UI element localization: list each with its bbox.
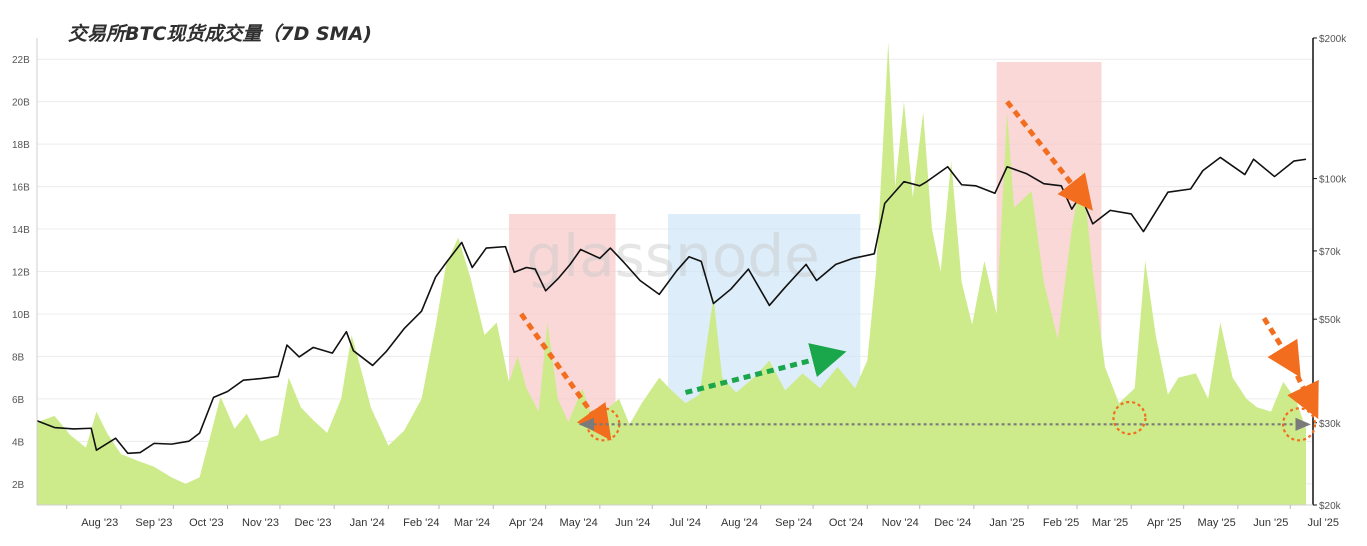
x-tick-label: Oct '23 xyxy=(189,517,224,529)
chart-title: 交易所BTC现货成交量（7D SMA) xyxy=(68,23,372,45)
x-axis-ticks: Aug '23 Sep '23 Oct '23 Nov '23 Dec '23 Jan '… xyxy=(66,505,1339,529)
axes xyxy=(36,38,1314,506)
x-tick-label: Oct '24 xyxy=(829,517,864,529)
x-tick-label: Jun '25 xyxy=(1253,517,1288,529)
x-tick-label: Jul '25 xyxy=(1308,517,1339,529)
right-tick-label: $30k xyxy=(1319,419,1342,430)
x-tick-label: Aug '24 xyxy=(721,517,758,529)
x-tick-label: Mar '24 xyxy=(454,517,490,529)
x-tick-label: Aug '23 xyxy=(81,517,118,529)
x-tick-label: Apr '25 xyxy=(1147,517,1182,529)
x-tick-label: Dec '23 xyxy=(294,517,331,529)
x-tick-label: Feb '24 xyxy=(403,517,439,529)
left-tick-label: 8B xyxy=(12,352,25,363)
right-tick-label: $20k xyxy=(1319,501,1342,512)
left-tick-label: 10B xyxy=(12,310,30,321)
trend-arrow xyxy=(1005,100,1093,211)
right-tick-label: $200k xyxy=(1319,34,1347,45)
right-tick-label: $100k xyxy=(1319,175,1347,186)
left-tick-label: 4B xyxy=(12,437,25,448)
annotations xyxy=(519,100,1319,442)
right-tick-label: $70k xyxy=(1319,247,1342,258)
x-tick-label: Feb '25 xyxy=(1043,517,1079,529)
x-tick-label: Dec '24 xyxy=(934,517,971,529)
left-tick-label: 20B xyxy=(12,98,30,109)
x-tick-label: Sep '23 xyxy=(135,517,172,529)
trend-arrow xyxy=(684,343,847,395)
x-tick-label: Mar '25 xyxy=(1092,517,1128,529)
x-tick-label: May '25 xyxy=(1198,517,1236,529)
trend-arrow xyxy=(519,312,612,441)
x-tick-label: Nov '23 xyxy=(242,517,279,529)
left-tick-label: 14B xyxy=(12,225,30,236)
x-tick-label: Nov '24 xyxy=(882,517,919,529)
x-tick-label: May '24 xyxy=(560,517,598,529)
x-tick-label: Jul '24 xyxy=(670,517,701,529)
right-tick-label: $50k xyxy=(1319,315,1342,326)
left-tick-label: 22B xyxy=(12,55,30,66)
left-tick-label: 2B xyxy=(12,480,25,491)
x-tick-label: Jan '25 xyxy=(989,517,1024,529)
left-tick-label: 18B xyxy=(12,140,30,151)
left-axis-ticks: 2B 4B 6B 8B 10B 12B 14B 16B 18B 20B 22B xyxy=(12,55,30,491)
x-tick-label: Jun '24 xyxy=(615,517,650,529)
x-tick-label: Apr '24 xyxy=(509,517,544,529)
left-tick-label: 6B xyxy=(12,395,25,406)
x-tick-label: Jan '24 xyxy=(350,517,385,529)
volume-area-series xyxy=(37,42,1307,505)
x-tick-label: Sep '24 xyxy=(775,517,812,529)
trend-arrow xyxy=(1287,363,1319,419)
left-tick-label: 12B xyxy=(12,268,30,279)
trend-arrow xyxy=(1261,316,1301,378)
right-axis-ticks: $20k $30k $50k $70k $100k $200k xyxy=(1313,34,1347,512)
watermark: glassnode xyxy=(526,222,820,290)
left-tick-label: 16B xyxy=(12,183,30,194)
